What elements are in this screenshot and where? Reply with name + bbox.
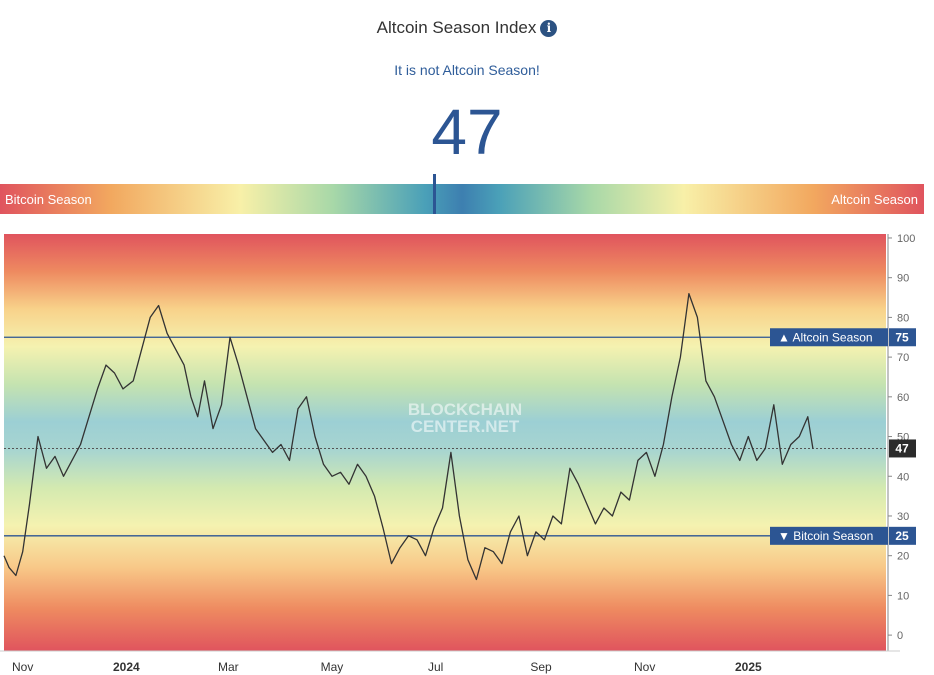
x-tick-label: May xyxy=(321,660,344,674)
x-tick-label: Nov xyxy=(634,660,655,674)
current-value-label: 47 xyxy=(895,441,909,455)
threshold-value-box xyxy=(889,526,916,545)
y-tick-label: 90 xyxy=(897,273,909,285)
x-tick-label: 2025 xyxy=(735,660,762,674)
series-index xyxy=(3,292,814,581)
x-tick-label: 2024 xyxy=(113,660,140,674)
watermark: BLOCKCHAIN CENTER.NET xyxy=(408,400,522,436)
x-tick-label: Mar xyxy=(218,660,239,674)
threshold-lines xyxy=(4,336,888,537)
y-tick-label: 20 xyxy=(897,551,909,563)
gauge-marker xyxy=(432,174,436,214)
chart-background xyxy=(4,234,886,651)
threshold-label: ▲ Altcoin Season xyxy=(778,330,873,344)
watermark-line1: BLOCKCHAIN xyxy=(408,400,522,419)
title-row: Altcoin Season Index i xyxy=(0,18,934,38)
series-line xyxy=(3,292,814,581)
y-tick-label: 80 xyxy=(897,312,909,324)
threshold-label-box xyxy=(770,328,888,347)
status-text: It is not Altcoin Season! xyxy=(394,62,540,78)
page-title: Altcoin Season Index xyxy=(376,18,537,37)
gauge-label-bitcoin: Bitcoin Season xyxy=(5,192,92,207)
gauge-label-altcoin: Altcoin Season xyxy=(831,192,918,207)
current-value-box xyxy=(889,439,916,458)
threshold-labels: ▲ Altcoin Season 75 ▼ Bitcoin Season 25 47 xyxy=(770,328,916,545)
x-tick-label: Nov xyxy=(12,660,33,674)
x-tick-label: Sep xyxy=(530,660,552,674)
x-axis: Nov 2024 Mar May Jul Sep Nov 2025 xyxy=(0,650,900,674)
y-tick-label: 40 xyxy=(897,471,909,483)
y-tick-label: 30 xyxy=(897,511,909,523)
y-tick-label: 10 xyxy=(897,590,909,602)
y-tick-label: 0 xyxy=(897,630,903,642)
season-gauge: Bitcoin Season Altcoin Season xyxy=(0,174,924,214)
threshold-value-label: 25 xyxy=(895,529,909,543)
threshold-label-box xyxy=(770,526,888,545)
x-tick-label: Jul xyxy=(428,660,443,674)
threshold-label: ▼ Bitcoin Season xyxy=(778,529,873,543)
threshold-value-box xyxy=(889,328,916,347)
y-tick-label: 100 xyxy=(897,233,915,245)
y-tick-label: 70 xyxy=(897,352,909,364)
info-circle-icon[interactable]: i xyxy=(540,20,558,37)
y-tick-label: 60 xyxy=(897,392,909,404)
watermark-line2: CENTER.NET xyxy=(411,417,520,436)
index-chart[interactable]: BLOCKCHAIN CENTER.NET 010203040506070809… xyxy=(0,228,934,675)
index-value: 47 xyxy=(431,96,503,168)
threshold-value-label: 75 xyxy=(895,330,909,344)
